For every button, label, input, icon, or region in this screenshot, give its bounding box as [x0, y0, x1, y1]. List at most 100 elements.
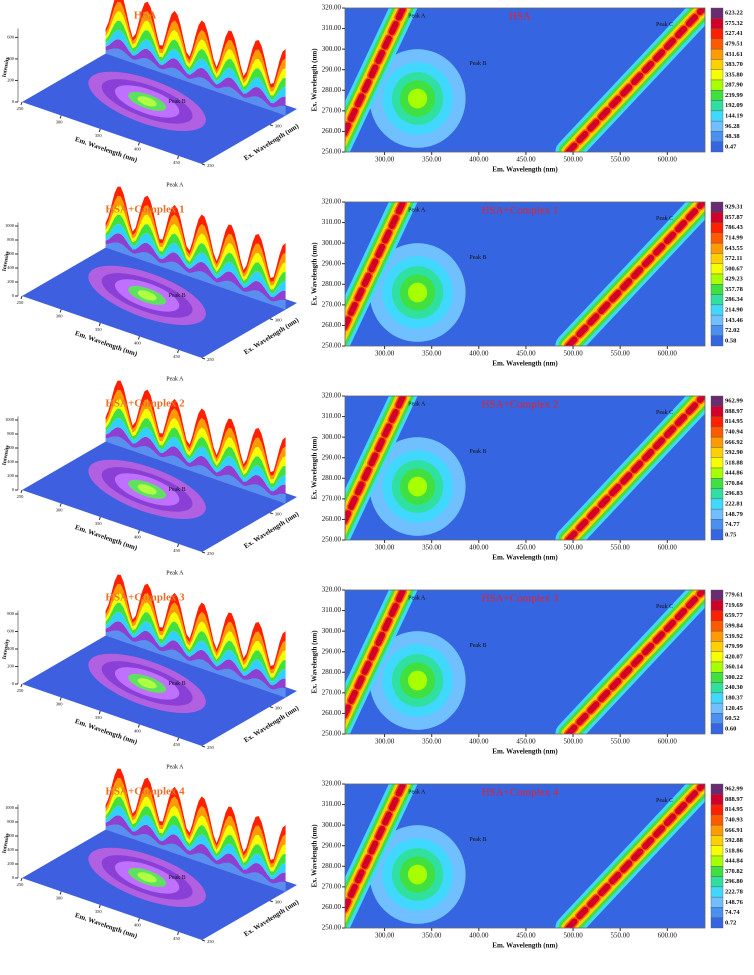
y-tick-label: 300 [275, 318, 283, 323]
colorbar-label: 192.09 [725, 102, 744, 109]
x-tick-label: 250 [17, 300, 25, 305]
ridge-band [105, 1, 286, 92]
y-tick-label: 290.00 [322, 453, 342, 461]
colorbar-cell [710, 917, 724, 929]
colorbar-label: 719.69 [725, 602, 744, 609]
colorbar-cell [710, 242, 724, 254]
colorbar-label: 180.37 [725, 694, 744, 701]
colorbar-cell [710, 876, 724, 888]
x-tick-label: 500.00 [563, 738, 583, 746]
y-tick [269, 124, 274, 127]
colorbar-label: 286.34 [725, 296, 744, 303]
peak-label: Peak B [169, 487, 186, 493]
z-tick-label: 600 [7, 34, 15, 39]
peak-label: Peak A [408, 14, 426, 20]
ridge-band [105, 805, 286, 880]
peak-label: Peak B [169, 293, 186, 299]
x-tick-label: 450 [173, 742, 181, 747]
y-tick-label: 260.00 [322, 903, 342, 911]
colorbar-label: 888.97 [725, 796, 744, 803]
x-tick-label: 250 [17, 494, 25, 499]
colorbar-cell [710, 682, 724, 694]
peak-label: Peak A [166, 183, 184, 189]
x-tick-label: 350 [95, 521, 103, 526]
colorbar-cell [710, 212, 724, 223]
x-tick-label: 300 [56, 314, 64, 319]
x-tick [59, 309, 62, 313]
colorbar-cell [710, 406, 724, 417]
colorbar-label: 623.22 [725, 10, 743, 17]
x-tick-label: 600.00 [658, 932, 678, 940]
peak-b-contour [407, 88, 428, 109]
ridge-band [105, 787, 286, 872]
colorbar-cell [710, 702, 724, 714]
ridge-band [105, 214, 286, 294]
y-tick-label: 260.00 [322, 127, 342, 135]
ridge-band [105, 0, 286, 88]
colorbar-label: 74.74 [725, 909, 740, 916]
colorbar-label: 814.95 [725, 418, 744, 425]
peak-label: Peak A [408, 596, 426, 602]
y-tick-label: 250 [207, 357, 215, 362]
chart-title: HSA+Complex 2 [482, 399, 559, 411]
x-tick-label: 500.00 [563, 544, 583, 552]
x-tick-label: 450 [173, 160, 181, 165]
peak-label: Peak A [166, 765, 184, 771]
peak-b-contour [407, 476, 428, 497]
y-tick-label: 290.00 [322, 647, 342, 655]
colorbar-cell [710, 28, 724, 40]
x-tick-label: 250 [17, 688, 25, 693]
colorbar-cell [710, 222, 724, 234]
x-tick-label: 400 [134, 534, 142, 539]
chart-title: HSA [509, 11, 531, 23]
chart-title: HSA+Complex 1 [105, 204, 184, 216]
y-tick [269, 900, 274, 903]
y-tick-label: 250.00 [322, 148, 342, 156]
ridge-band [105, 768, 286, 864]
colorbar-label: 659.77 [725, 612, 744, 619]
x-tick [137, 336, 140, 340]
colorbar-cell [710, 661, 724, 673]
colorbar-cell [710, 804, 724, 816]
colorbar-label: 48.38 [725, 133, 740, 140]
y-tick-label: 300 [275, 900, 283, 905]
y-tick-label: 250.00 [322, 730, 342, 738]
x-tick [20, 877, 23, 882]
y-tick-label: 270.00 [322, 106, 342, 114]
y-tick-label: 280.00 [322, 862, 342, 870]
y-tick-label: 320.00 [322, 392, 342, 400]
colorbar-cell [710, 651, 724, 663]
x-tick [59, 115, 62, 119]
peak-label: Peak B [469, 643, 486, 649]
peak-label: Peak C [656, 22, 673, 28]
peak-label: Peak C [656, 604, 673, 610]
x-tick-label: 400.00 [469, 350, 489, 358]
x-tick-label: 350.00 [422, 932, 442, 940]
z-tick-label: 0 [12, 99, 15, 104]
x-tick-label: 300 [56, 508, 64, 513]
colorbar-cell [710, 294, 724, 306]
y-tick-label: 290.00 [322, 65, 342, 73]
peak-label: Peak B [169, 875, 186, 881]
x-tick-label: 550.00 [611, 932, 631, 940]
x-tick-label: 600.00 [658, 738, 678, 746]
peak-b-surface [137, 484, 157, 495]
x-tick [98, 904, 101, 909]
x-tick-label: 450 [173, 548, 181, 553]
x-tick [177, 931, 179, 936]
colorbar-label: 444.86 [725, 470, 744, 477]
colorbar-cell [710, 253, 724, 264]
z-tick-label: 200 [7, 861, 15, 866]
y-tick-label: 300.00 [322, 433, 342, 441]
colorbar-label: 666.92 [725, 439, 743, 446]
z-tick-label: 0 [12, 681, 15, 686]
x-tick [137, 918, 140, 922]
colorbar-label: 527.41 [725, 30, 743, 37]
ridge-band [105, 380, 286, 476]
chart-title: HSA [134, 10, 157, 22]
plot-frame [344, 395, 706, 541]
chart-title: HSA+Complex 4 [105, 786, 185, 798]
colorbar-label: 575.32 [725, 20, 743, 27]
colorbar-label: 572.11 [725, 255, 743, 262]
y-tick-label: 320.00 [322, 198, 342, 206]
